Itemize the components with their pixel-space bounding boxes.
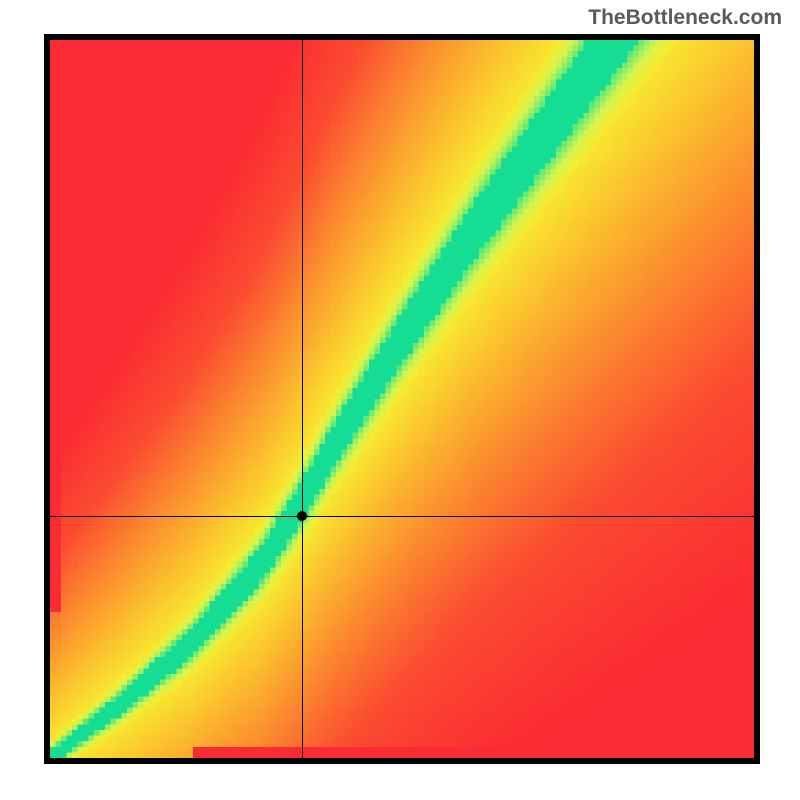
crosshair-horizontal xyxy=(50,516,754,517)
crosshair-vertical xyxy=(302,40,303,758)
selected-point xyxy=(297,511,307,521)
watermark-text: TheBottleneck.com xyxy=(588,6,782,30)
plot-frame xyxy=(44,34,760,764)
